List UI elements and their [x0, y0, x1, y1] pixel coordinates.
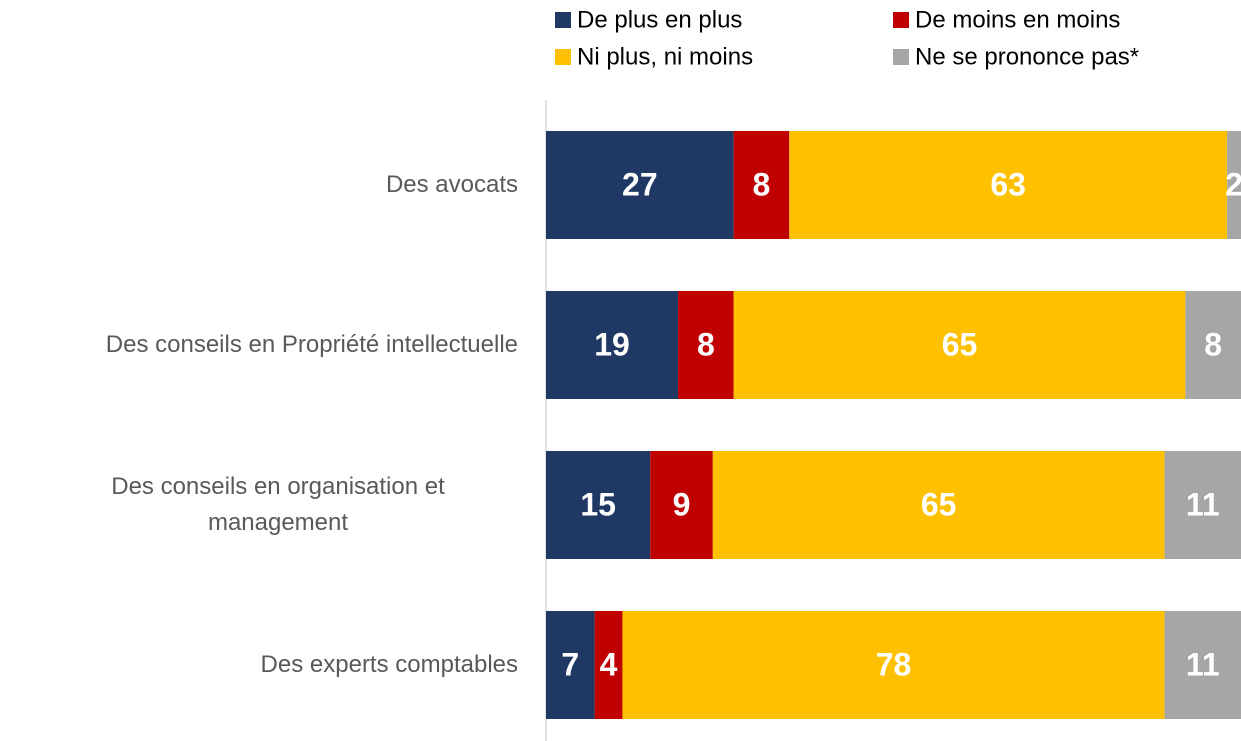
bar-segment [789, 131, 1228, 239]
bar-segment [594, 611, 623, 719]
legend-label: Ne se prononce pas* [915, 43, 1139, 70]
bar-segment [712, 451, 1165, 559]
data-label: 8 [697, 326, 715, 362]
bar-segment [1164, 451, 1241, 559]
legend-label: Ni plus, ni moins [577, 43, 753, 70]
category-label: Des avocats [385, 171, 518, 198]
legend-label: De moins en moins [915, 6, 1120, 33]
data-label: 11 [1186, 646, 1220, 682]
data-label: 8 [1204, 326, 1222, 362]
bar-segment [1185, 291, 1241, 399]
category-label: Des experts comptables [260, 651, 518, 678]
data-label: 9 [673, 486, 691, 522]
data-label: 63 [990, 166, 1026, 202]
bar-segment [546, 611, 595, 719]
bar-segment [678, 291, 734, 399]
data-label: 19 [594, 326, 630, 362]
legend-swatch [893, 12, 909, 28]
bar-segment [1227, 131, 1241, 239]
bar-segment [733, 291, 1186, 399]
legend-swatch [555, 49, 571, 65]
data-label: 65 [942, 326, 978, 362]
bar-segment [733, 131, 790, 239]
legend-swatch [893, 49, 909, 65]
bar-segment [650, 451, 713, 559]
bar-segment [546, 451, 651, 559]
data-label: 11 [1186, 486, 1220, 522]
data-label: 4 [600, 646, 618, 682]
data-label: 7 [561, 646, 579, 682]
data-label: 78 [876, 646, 912, 682]
legend-label: De plus en plus [577, 6, 742, 33]
data-label: 2 [1225, 166, 1241, 202]
category-label: Des conseils en organisation et manageme… [111, 473, 445, 536]
data-label: 15 [580, 486, 616, 522]
data-label: 65 [921, 486, 957, 522]
bar-segment [546, 131, 734, 239]
bar-segment [622, 611, 1165, 719]
bar-segment [546, 291, 679, 399]
category-label: Des conseils en Propriété intellectuelle [105, 331, 518, 358]
bar-segment [1164, 611, 1241, 719]
data-label: 8 [753, 166, 771, 202]
data-label: 27 [622, 166, 658, 202]
legend-swatch [555, 12, 571, 28]
